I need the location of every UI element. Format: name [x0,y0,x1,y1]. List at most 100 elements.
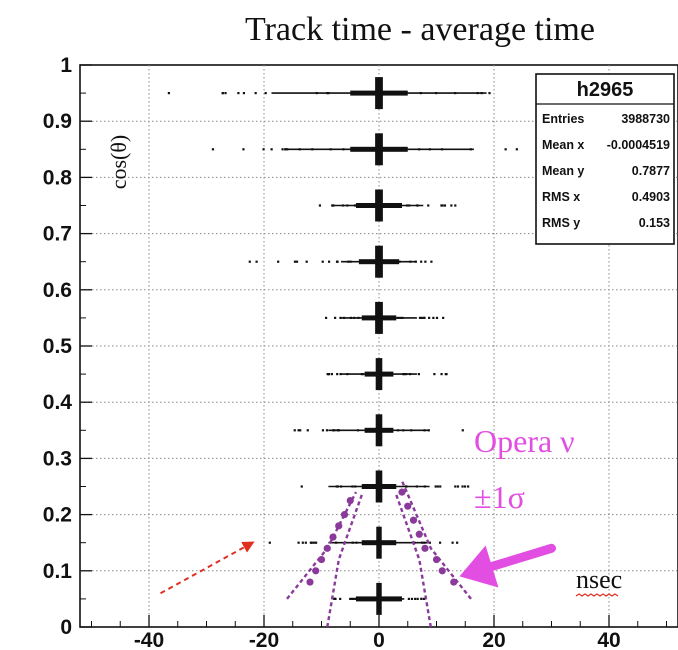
data-point [396,316,399,319]
data-point [414,597,417,600]
data-point [326,373,329,376]
data-point [423,485,426,488]
data-row [248,245,433,278]
data-row [211,133,518,166]
opera-dot [306,578,314,586]
data-point [454,485,457,488]
stats-box-title: h2965 [577,79,634,101]
data-point [333,597,336,600]
data-point [430,260,433,263]
data-point [264,92,267,95]
opera-arrow-head [459,545,499,588]
data-point [242,92,246,95]
data-point [427,204,430,207]
y-tick-label: 0.2 [43,504,72,527]
data-point [321,260,324,263]
stats-row-value: 0.4903 [632,190,670,204]
data-point [424,260,427,263]
data-point [211,148,215,151]
data-point [353,316,356,319]
data-point [416,204,419,207]
data-point [439,485,442,488]
data-point [347,260,350,263]
data-point [401,316,404,319]
opera-arrow-shaft [487,543,556,571]
data-point [408,204,411,207]
data-point [441,204,444,207]
data-point [339,373,342,376]
sigma-label: ±1σ [474,479,525,515]
data-point [435,316,439,319]
data-point [428,148,431,151]
data-point [450,204,453,207]
data-point [356,429,360,432]
data-point [321,429,325,432]
data-point [305,260,308,263]
data-point [440,148,444,151]
data-row [333,582,426,615]
data-point [416,597,419,600]
data-point [515,148,518,151]
data-point [456,541,459,544]
stats-box-frame [535,73,675,245]
opera-dot [421,544,429,552]
data-point [428,316,431,319]
opera-dot [335,522,343,530]
data-point [293,429,296,432]
x-axis-label: nsec [576,565,622,594]
data-point [410,597,414,600]
data-point [309,541,312,544]
data-point [436,485,439,488]
y-axis-ticks: 0 0.1 0.2 0.3 0.4 0.5 0.6 0.7 0.8 0.9 1 [43,54,92,639]
data-point [423,316,426,319]
data-point [341,204,345,207]
data-point [434,485,437,488]
stats-row-label: RMS y [542,216,580,230]
y-tick-label: 0.6 [43,279,72,302]
data-point [318,204,322,207]
data-point [418,316,422,319]
opera-dot [346,496,354,505]
data-point [408,373,412,376]
data-point [325,429,329,432]
data-point [440,373,443,376]
data-point [351,597,355,600]
data-row [167,77,566,110]
data-point [242,148,245,151]
data-point [297,429,300,432]
data-point [299,429,302,432]
data-point [414,260,417,263]
x-tick-label: 20 [482,629,505,650]
data-point [332,204,335,207]
data-point [329,148,332,151]
y-tick-label: 0.3 [43,447,72,470]
y-tick-label: 0.7 [43,223,72,246]
opera-dot [340,510,349,519]
data-point [402,373,405,376]
opera-dot [317,555,326,564]
data-point [315,92,318,95]
opera-dot [312,567,320,575]
data-point [255,260,258,263]
data-point [326,92,329,95]
data-point [337,429,341,432]
y-tick-label: 0.4 [43,391,73,414]
data-point [248,260,251,263]
data-point [346,373,349,376]
data-point [284,148,287,151]
data-point [221,92,224,95]
stats-row-value: -0.0004519 [607,138,670,152]
data-point [277,260,280,263]
y-axis-label: cos(θ) [106,135,131,190]
data-point [406,204,409,207]
data-point [298,148,301,151]
data-row [326,358,448,391]
data-point [335,485,338,488]
x-tick-label: -20 [249,629,279,650]
data-point [438,541,442,544]
opera-dot [432,555,441,564]
x-tick-label: 0 [373,629,385,650]
annotations [160,480,619,628]
spellcheck-underline [575,593,619,597]
